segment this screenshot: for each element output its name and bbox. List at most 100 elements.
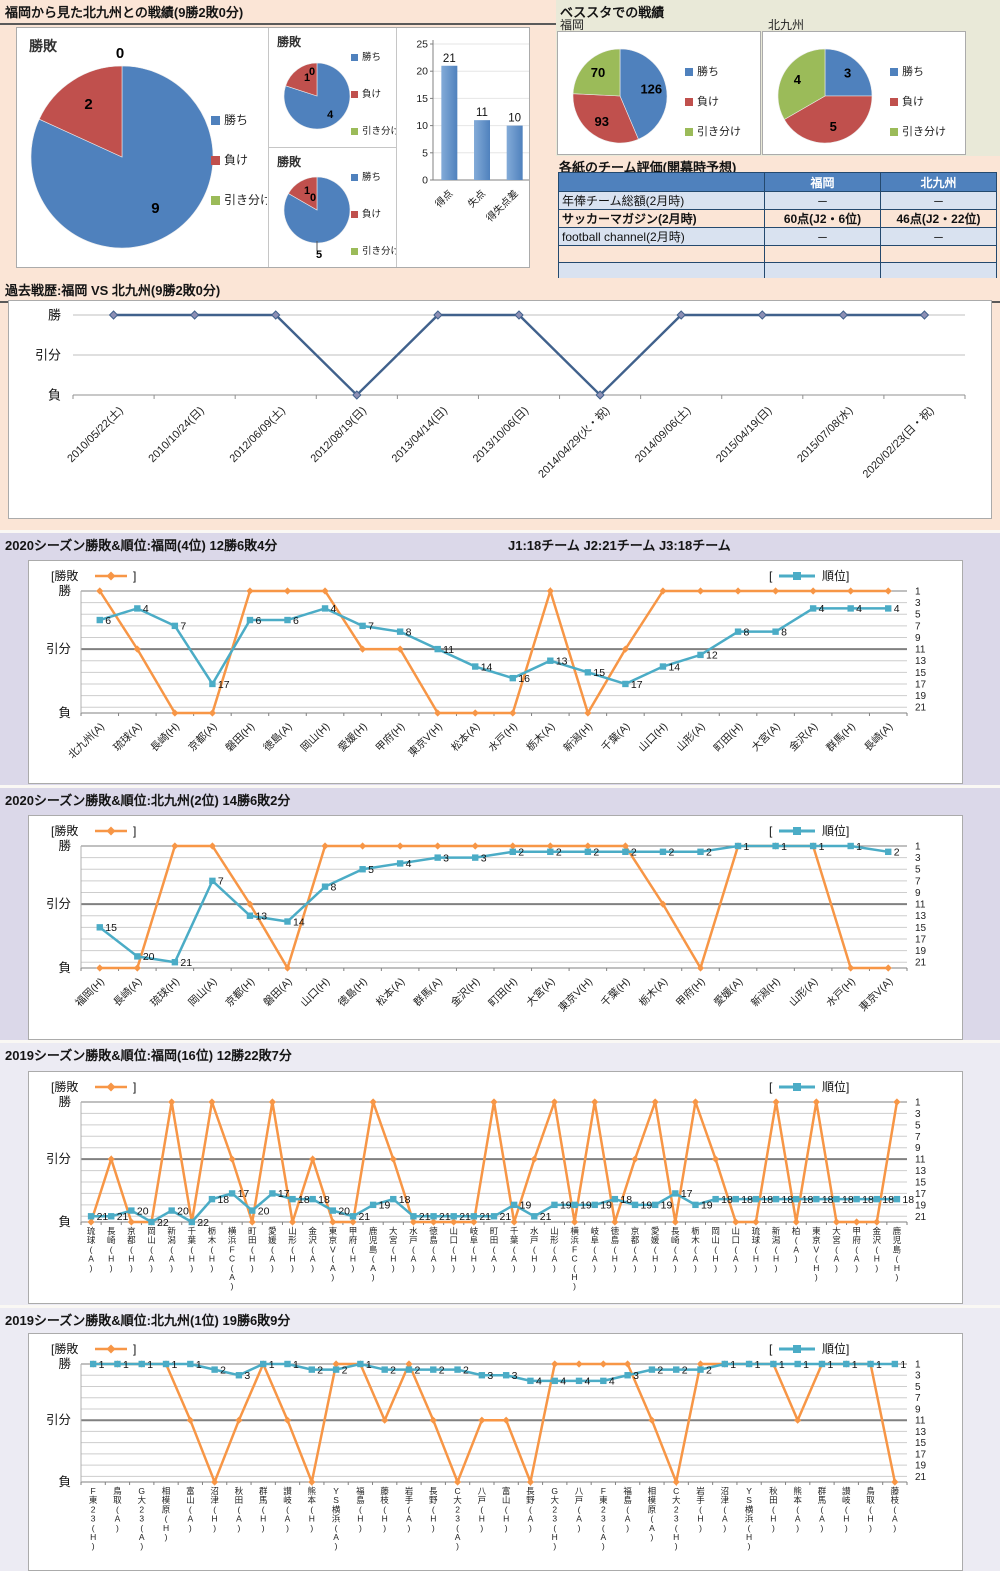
svg-text:5: 5 (915, 1120, 921, 1131)
svg-text:3: 3 (244, 1370, 250, 1382)
svg-text:18: 18 (802, 1194, 814, 1206)
svg-text:山形(A): 山形(A) (674, 721, 707, 754)
svg-text:21: 21 (419, 1211, 431, 1223)
svg-text:21: 21 (500, 1211, 512, 1223)
svg-text:[: [ (769, 569, 773, 583)
svg-text:0: 0 (116, 45, 124, 62)
svg-text:4: 4 (585, 1376, 591, 1388)
svg-text:9: 9 (915, 1404, 921, 1415)
svg-text:21: 21 (358, 1211, 370, 1223)
svg-text:引き分け: 引き分け (902, 124, 946, 138)
svg-text:水戸(H): 水戸(H) (486, 721, 520, 755)
svg-text:19: 19 (600, 1200, 612, 1212)
svg-text:21: 21 (97, 1211, 109, 1223)
svg-text:4: 4 (560, 1376, 566, 1388)
svg-text:2010/10/24(日): 2010/10/24(日) (146, 405, 206, 465)
table-cell (764, 245, 881, 263)
svg-text:負: 負 (58, 706, 71, 720)
table-row: football channel(2月時) ─ ─ (558, 227, 997, 246)
svg-text:16: 16 (518, 673, 530, 685)
svg-text:10: 10 (508, 113, 521, 125)
svg-text:1: 1 (803, 1359, 809, 1371)
table-corner-cell (558, 172, 765, 192)
svg-text:負: 負 (58, 961, 71, 975)
svg-text:9: 9 (915, 633, 921, 644)
svg-text:秋田(A): 秋田(A) (235, 1486, 244, 1533)
svg-text:3: 3 (443, 852, 449, 864)
svg-text:1: 1 (852, 1359, 858, 1371)
svg-text:千葉(H): 千葉(H) (598, 975, 632, 1009)
svg-text:14: 14 (668, 661, 680, 673)
svg-text:磐田(H): 磐田(H) (223, 720, 257, 754)
table-row: サッカーマガジン(2月時) 60点(J2・6位) 46点(J2・22位) (558, 209, 997, 228)
svg-text:千葉(A): 千葉(A) (599, 720, 633, 754)
svg-text:松本(A): 松本(A) (373, 975, 407, 1009)
svg-text:21: 21 (479, 1211, 491, 1223)
svg-text:岡山(H): 岡山(H) (299, 721, 333, 755)
svg-text:長崎(A): 長崎(A) (110, 975, 144, 1009)
table-cell: ─ (764, 191, 881, 210)
svg-text:1: 1 (755, 1359, 761, 1371)
svg-text:長野(H): 長野(H) (429, 1486, 438, 1533)
svg-text:愛媛(H): 愛媛(H) (651, 1226, 660, 1273)
svg-text:町田(H): 町田(H) (248, 1226, 257, 1273)
svg-text:順位]: 順位] (822, 823, 849, 838)
section-bessuta: ベススタでの戦績 福岡 北九州 126 93 70 勝ち 負け 引き分け 3 5 4 勝ち 負け引… (556, 0, 1000, 280)
svg-text:17: 17 (915, 1189, 927, 1200)
svg-text:1: 1 (730, 1359, 736, 1371)
svg-text:3: 3 (487, 1370, 493, 1382)
svg-text:岩手(H): 岩手(H) (696, 1486, 705, 1533)
svg-text:水戸(H): 水戸(H) (530, 1226, 539, 1273)
svg-text:22: 22 (157, 1217, 169, 1229)
svg-text:7: 7 (368, 621, 374, 633)
svg-text:2: 2 (706, 1364, 712, 1376)
svg-text:1: 1 (876, 1359, 882, 1371)
svg-text:18: 18 (721, 1194, 733, 1206)
svg-text:2: 2 (894, 847, 900, 859)
svg-text:町田(H): 町田(H) (712, 721, 746, 755)
svg-text:21: 21 (117, 1211, 129, 1223)
svg-text:8: 8 (781, 626, 787, 638)
svg-text:7: 7 (915, 621, 921, 632)
table-row (558, 245, 997, 263)
svg-text:19: 19 (520, 1200, 532, 1212)
svg-text:11: 11 (915, 1155, 926, 1166)
svg-text:19: 19 (915, 946, 927, 957)
svg-text:6: 6 (293, 615, 299, 627)
svg-text:1: 1 (819, 841, 825, 853)
svg-text:2: 2 (631, 847, 637, 859)
svg-text:京都(H): 京都(H) (223, 975, 257, 1009)
svg-text:9: 9 (151, 200, 159, 217)
svg-text:17: 17 (238, 1188, 250, 1200)
svg-text:15: 15 (915, 668, 927, 679)
svg-text:新潟(H): 新潟(H) (772, 1226, 781, 1273)
svg-text:鳥取(H): 鳥取(H) (866, 1486, 875, 1533)
svg-text:15: 15 (416, 93, 428, 105)
svg-text:松本(A): 松本(A) (448, 720, 482, 754)
svg-text:2: 2 (668, 847, 674, 859)
svg-text:長崎(A): 長崎(A) (671, 1226, 680, 1273)
svg-text:負け: 負け (362, 88, 381, 100)
svg-text:愛媛(A): 愛媛(A) (268, 1226, 277, 1273)
svg-text:長野(A): 長野(A) (526, 1486, 535, 1533)
svg-text:山口(A): 山口(A) (731, 1226, 740, 1273)
svg-text:失点: 失点 (465, 187, 488, 210)
svg-text:2012/08/19(日): 2012/08/19(日) (309, 405, 369, 465)
svg-text:14: 14 (481, 661, 493, 673)
svg-text:琉球(H): 琉球(H) (148, 975, 182, 1009)
svg-text:岐阜(A): 岐阜(A) (590, 1226, 599, 1273)
svg-text:19: 19 (701, 1200, 713, 1212)
svg-text:19: 19 (661, 1200, 673, 1212)
svg-text:21: 21 (915, 1472, 927, 1483)
svg-text:富山(H): 富山(H) (502, 1486, 511, 1533)
svg-text:町田(A): 町田(A) (490, 1226, 499, 1273)
svg-text:岡山(A): 岡山(A) (186, 976, 219, 1009)
svg-text:負: 負 (58, 1475, 71, 1489)
svg-text:[勝敗: [勝敗 (51, 1079, 78, 1094)
svg-text:引き分け: 引き分け (362, 126, 396, 137)
